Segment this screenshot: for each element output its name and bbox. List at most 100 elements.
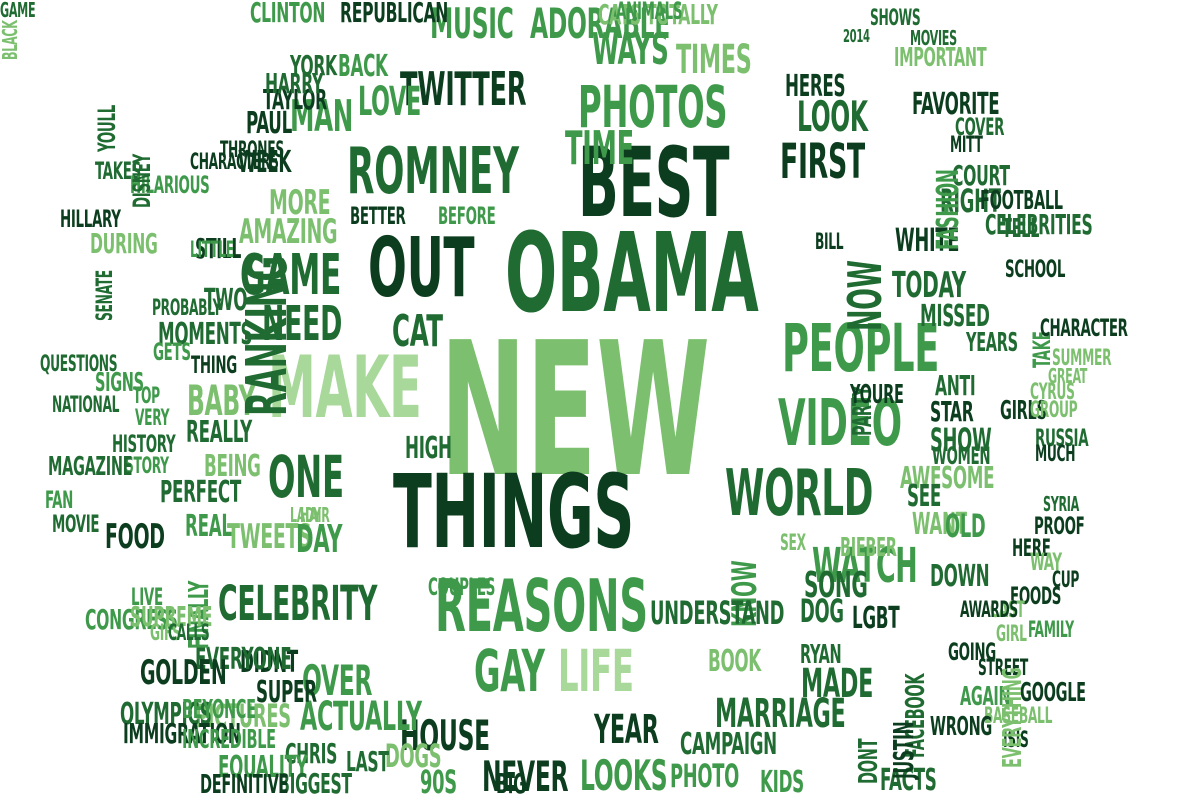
cloud-word: CAST (990, 598, 1025, 623)
cloud-word: PROBABLY (152, 296, 222, 321)
cloud-word: DIDNT (240, 645, 298, 680)
cloud-word: TWEETS (227, 517, 312, 557)
cloud-word: MADE (801, 661, 874, 707)
cloud-word: BLACK (0, 20, 22, 61)
cloud-word: CUP (1052, 568, 1080, 593)
cloud-word: HIGH (405, 431, 452, 466)
cloud-word: GAME (240, 243, 342, 308)
cloud-word: DOGS (385, 737, 442, 775)
cloud-word: AMAZING (239, 212, 338, 252)
cloud-word: YORK (290, 49, 337, 82)
cloud-word: STILL (195, 232, 242, 265)
cloud-word: CHRIS (285, 737, 338, 770)
cloud-word: PERFECT (160, 475, 241, 510)
cloud-word: OUT (368, 221, 475, 316)
cloud-word: VERY (135, 406, 170, 431)
cloud-word: DAY (296, 517, 343, 561)
cloud-word: DURING (90, 227, 158, 260)
cloud-word: LOVE (358, 79, 421, 125)
cloud-word: YOURE (850, 380, 904, 410)
cloud-word: ISIS (1003, 728, 1029, 753)
cloud-word: HAIR (300, 503, 330, 527)
cloud-word: LADY (290, 503, 321, 527)
cloud-word: DISNEY (128, 154, 156, 208)
cloud-word: OBAMA (505, 209, 759, 337)
cloud-word: RIGHT (940, 182, 1001, 220)
cloud-word: LOOKS (580, 751, 668, 800)
cloud-word: OLYMPICS (120, 697, 212, 732)
cloud-word: REASONS (435, 564, 648, 648)
cloud-word: SHOW (930, 421, 992, 459)
cloud-word: JUSTIN (887, 721, 920, 779)
cloud-word: PAUL (246, 106, 292, 141)
cloud-word: CHARACTER (1040, 314, 1128, 342)
cloud-word: OVER (302, 656, 373, 705)
cloud-word: MOMENTS (158, 317, 253, 352)
cloud-word: GAME (0, 0, 36, 22)
cloud-word: TELL (1002, 214, 1040, 244)
cloud-word: MOVIES (910, 26, 957, 50)
cloud-word: MISSED (920, 299, 990, 334)
cloud-word: IMMIGRATION (123, 717, 241, 750)
cloud-word: BEYONCE (182, 695, 256, 725)
cloud-word: ANTI (935, 369, 976, 402)
cloud-word: MITT (950, 133, 983, 158)
cloud-word: ROMNEY (347, 135, 519, 209)
cloud-word: DEFINITIVE (200, 770, 289, 800)
cloud-word: SENATE (93, 270, 118, 321)
cloud-word: SUPER (256, 675, 317, 710)
cloud-word: SUMMER (1052, 346, 1112, 371)
cloud-word: CLINTON (250, 0, 326, 29)
cloud-word: BIG (496, 767, 526, 800)
cloud-word: LGBT (852, 601, 900, 636)
cloud-word: COUPLES (428, 573, 496, 601)
cloud-word: CYRUS (1030, 380, 1075, 405)
cloud-word: TAYLOR (263, 83, 327, 116)
cloud-word: SUPREME (130, 600, 213, 633)
cloud-word: FAVORITE (912, 87, 1000, 122)
cloud-word: UNDERSTAND (650, 594, 785, 632)
cloud-word: GOING (948, 638, 996, 666)
cloud-word: BEST (578, 127, 730, 239)
cloud-word: FOOTBALL (980, 186, 1063, 216)
cloud-word: BABY (187, 376, 256, 425)
cloud-word: FIRST (780, 134, 865, 190)
cloud-word: GOOGLE (1020, 678, 1086, 708)
cloud-word: TWO (204, 283, 248, 318)
cloud-word: FOODS (1010, 582, 1062, 610)
cloud-word: GREAT (1048, 364, 1088, 388)
cloud-word: AGAIN (960, 682, 1011, 712)
cloud-word: SEE (907, 479, 941, 514)
cloud-word: QUESTIONS (40, 352, 118, 377)
cloud-word: SONG (804, 565, 868, 606)
cloud-word: RUSSIA (1035, 424, 1089, 452)
cloud-word: FAN (45, 486, 74, 514)
cloud-word: LITTLE (190, 238, 234, 263)
cloud-word: MAN (290, 91, 354, 142)
cloud-word: GROUP (1030, 398, 1078, 423)
cloud-word: 2014 (843, 26, 870, 47)
cloud-word: NOW (838, 260, 892, 331)
cloud-word: TOP (133, 384, 160, 409)
cloud-word: EVERYONE (195, 642, 292, 677)
cloud-word: HOUSE (400, 711, 490, 760)
cloud-word: FACTS (880, 763, 937, 798)
cloud-word: DOWN (930, 559, 990, 594)
cloud-word: SHOWS (870, 6, 921, 31)
cloud-word: OLD (945, 507, 986, 545)
cloud-word: BILL (815, 230, 844, 255)
cloud-word: TODAY (892, 265, 966, 306)
cloud-word: FASHION (931, 169, 966, 250)
cloud-word: BEING (204, 449, 261, 484)
cloud-word: STAR (930, 395, 974, 428)
cloud-word: HERES (785, 69, 846, 104)
cloud-word: PHOTO (670, 757, 739, 795)
cloud-word: INCREDIBLE (182, 725, 276, 755)
cloud-word: HERE (1012, 534, 1051, 562)
cloud-word: CALLS (168, 621, 210, 646)
cloud-word: GETS (153, 338, 191, 366)
cloud-word: BIGGEST (278, 767, 352, 800)
cloud-word: HARRY (265, 67, 324, 100)
cloud-word: WEEK (238, 145, 292, 180)
